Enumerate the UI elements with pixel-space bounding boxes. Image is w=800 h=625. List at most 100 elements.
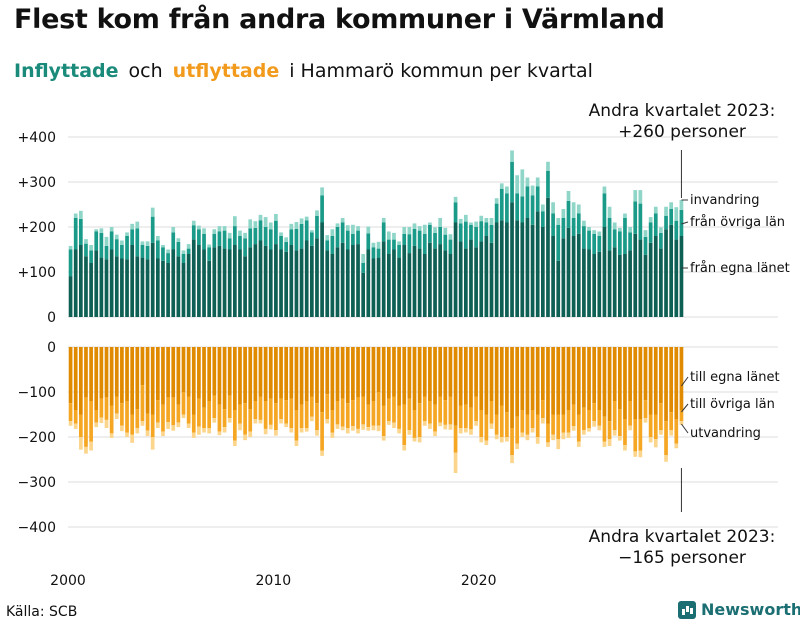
bar-in-3 [587,227,591,231]
bar-in-1 [227,249,232,317]
bar-in-2 [135,228,140,257]
bar-in-2 [659,232,663,249]
bar-in-2 [633,201,638,234]
bar-in-3 [197,225,201,230]
bar-out-1 [556,347,561,415]
bar-out-1 [623,347,627,419]
bar-out-2 [197,398,201,427]
bar-in-1 [325,250,330,317]
bar-out-3 [448,424,453,430]
bar-out-2 [489,401,494,424]
bar-out-2 [617,409,622,437]
bar-out-3 [653,439,658,448]
bar-in-3 [505,186,509,194]
bar-out-1 [130,347,135,415]
bar-in-3 [171,227,176,233]
bar-out-1 [653,347,658,415]
bar-out-3 [623,445,627,451]
bar-out-3 [299,428,304,433]
bar-in-1 [109,249,114,317]
bar-out-2 [417,403,422,437]
bar-in-1 [592,254,597,317]
bar-in-2 [458,223,463,242]
bar-in-2 [181,254,186,263]
bar-out-2 [566,410,571,433]
bar-in-1 [351,245,355,317]
bar-out-1 [335,347,340,401]
bar-in-2 [417,230,422,249]
bar-out-1 [315,347,319,404]
bar-in-2 [243,238,247,257]
bar-out-1 [494,347,499,415]
bar-in-3 [335,223,340,227]
bar-in-2 [140,245,145,258]
bar-out-1 [330,347,335,410]
bar-in-1 [320,222,324,317]
bar-in-2 [571,218,576,236]
bar-out-2 [212,395,217,419]
bar-in-3 [628,227,632,233]
bar-out-2 [217,404,222,432]
bar-out-2 [304,401,309,428]
bar-in-1 [345,249,350,317]
bar-in-1 [597,251,602,317]
bar-out-1 [438,347,443,397]
bar-out-3 [99,417,104,424]
bar-out-3 [530,428,535,433]
bar-out-2 [458,405,463,428]
bar-out-1 [597,347,602,410]
bar-in-2 [592,233,597,254]
bar-out-1 [582,347,586,408]
bar-out-3 [161,431,165,437]
bar-in-2 [386,239,391,254]
bar-in-2 [161,247,165,261]
bar-in-2 [145,245,150,260]
bar-in-2 [484,222,489,236]
bar-in-3 [114,234,119,240]
bar-out-1 [207,347,212,401]
bar-in-2 [433,232,437,249]
bar-in-2 [653,213,658,236]
bar-out-3 [469,429,473,435]
bar-in-3 [125,232,129,236]
bar-in-1 [361,272,366,317]
bar-out-1 [469,347,473,408]
bar-in-3 [540,204,545,212]
bar-out-3 [505,437,509,442]
bar-in-2 [94,231,99,251]
bar-in-3 [207,244,212,248]
bar-in-2 [356,230,360,245]
bar-in-2 [130,229,135,245]
bar-out-1 [258,347,263,397]
bar-in-1 [433,248,437,317]
bar-in-1 [633,233,638,317]
bar-in-2 [556,224,561,261]
bar-out-3 [551,434,555,441]
bar-in-2 [150,216,155,243]
chart-title: Flest kom från andra kommuner i Värmland [14,4,665,35]
bar-out-1 [474,347,478,397]
bar-out-1 [566,347,571,410]
bar-in-3 [582,220,586,227]
bar-out-1 [561,347,566,415]
x-tick-label: 2010 [256,573,292,589]
bar-in-1 [161,260,165,317]
y-tick-label-top: +300 [18,175,56,191]
bar-out-3 [315,430,319,436]
bar-in-1 [474,247,478,317]
bar-in-2 [125,236,129,260]
bar-out-2 [238,404,242,424]
bar-in-2 [73,218,78,250]
bar-out-3 [351,426,355,431]
bar-out-1 [351,347,355,401]
bar-out-1 [125,347,129,401]
bar-in-1 [371,258,376,317]
bar-in-2 [643,236,648,255]
bar-in-3 [304,216,309,221]
bar-in-3 [120,240,124,245]
bar-out-2 [623,419,627,446]
bar-in-2 [335,227,340,248]
bar-in-2 [617,231,622,255]
bar-in-1 [674,239,679,317]
bar-in-1 [258,240,263,317]
